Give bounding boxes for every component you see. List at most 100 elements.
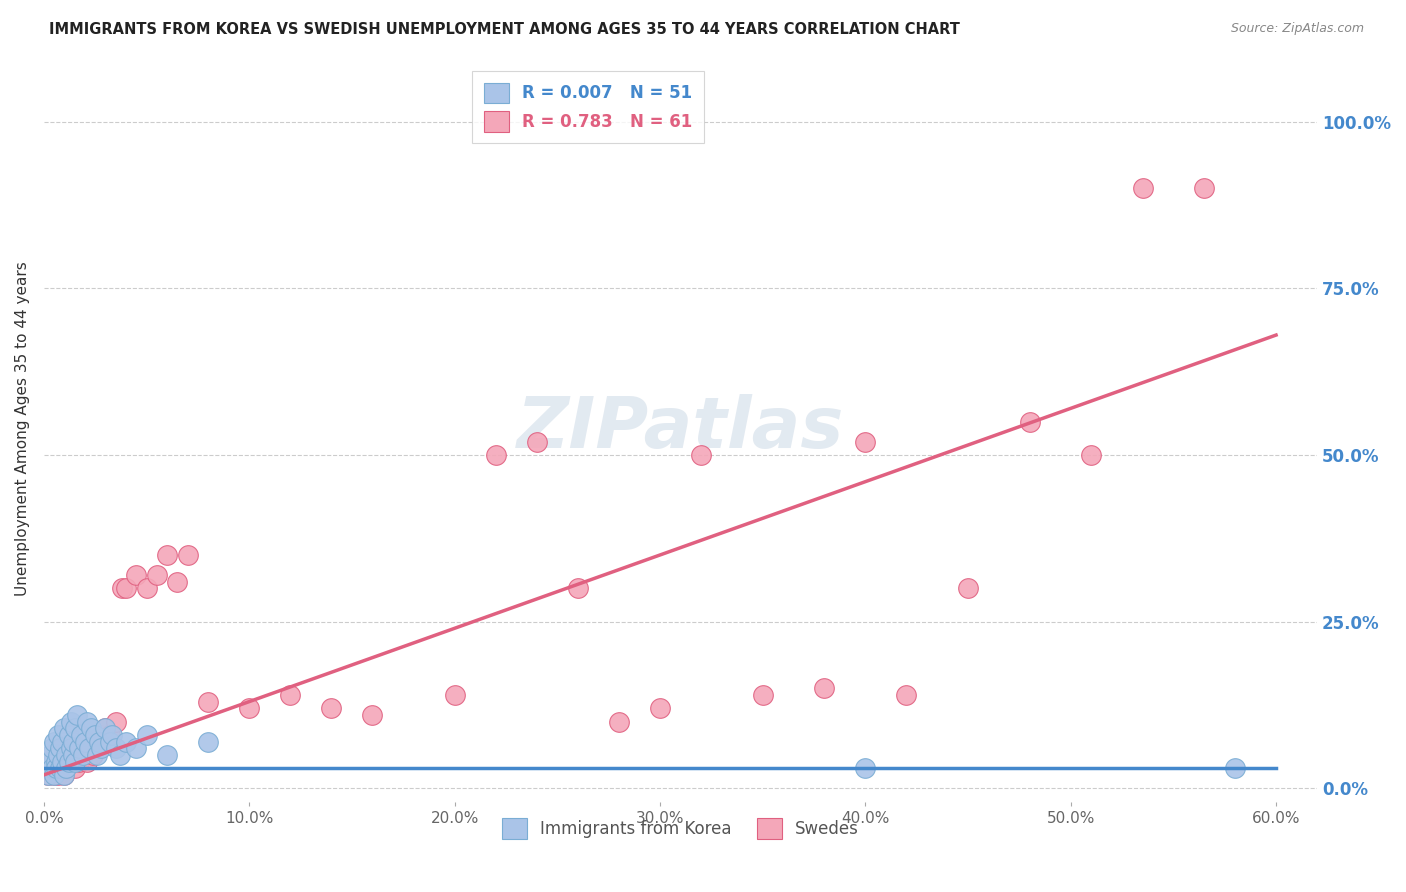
Point (648, 701, 671, 715)
Point (813, 681, 835, 696)
Point (45, 755, 67, 769)
Point (44, 768, 66, 782)
Point (278, 688, 301, 702)
Point (53, 768, 76, 782)
Point (55, 761, 77, 775)
Point (53, 721, 76, 735)
Point (39, 747, 62, 762)
Text: ZIPatlas: ZIPatlas (517, 394, 844, 463)
Point (135, 582, 157, 596)
Point (46, 755, 69, 769)
Point (115, 734, 138, 748)
Point (197, 695, 219, 709)
Point (94, 721, 117, 735)
Point (98, 734, 121, 748)
Point (156, 747, 179, 762)
Text: Source: ZipAtlas.com: Source: ZipAtlas.com (1230, 22, 1364, 36)
Point (86, 747, 108, 762)
Point (72, 747, 94, 762)
Point (51, 741, 73, 756)
Point (115, 582, 138, 596)
Point (49, 761, 72, 775)
Point (238, 701, 260, 715)
Point (98, 728, 121, 742)
Point (321, 701, 343, 715)
Point (41, 761, 63, 775)
Point (49, 761, 72, 775)
Point (135, 728, 157, 742)
Point (896, 688, 918, 702)
Point (67, 741, 90, 756)
Point (49, 741, 72, 756)
Point (51, 755, 73, 769)
Point (361, 707, 384, 722)
Point (1018, 415, 1040, 429)
Point (1192, 181, 1215, 195)
Point (84, 728, 107, 742)
Point (156, 548, 179, 562)
Point (63, 761, 86, 775)
Point (39, 755, 62, 769)
Point (104, 741, 127, 756)
Point (70, 741, 93, 756)
Point (45, 761, 67, 775)
Point (1223, 761, 1246, 775)
Point (90, 741, 112, 756)
Point (853, 434, 876, 449)
Legend: Immigrants from Korea, Swedes: Immigrants from Korea, Swedes (495, 812, 866, 846)
Point (46, 728, 69, 742)
Point (197, 734, 219, 748)
Y-axis label: Unemployment Among Ages 35 to 44 years: Unemployment Among Ages 35 to 44 years (15, 261, 30, 596)
Point (90, 728, 112, 742)
Point (1132, 181, 1154, 195)
Point (485, 448, 508, 462)
Point (63, 755, 86, 769)
Point (108, 747, 131, 762)
Point (44, 747, 66, 762)
Point (111, 582, 134, 596)
Point (751, 688, 773, 702)
Point (690, 448, 713, 462)
Point (1080, 448, 1102, 462)
Point (77, 741, 100, 756)
Point (89, 734, 111, 748)
Point (176, 548, 198, 562)
Point (77, 741, 100, 756)
Point (86, 734, 108, 748)
Point (58, 755, 80, 769)
Point (166, 574, 188, 589)
Point (76, 714, 98, 729)
Point (66, 707, 89, 722)
Point (55, 761, 77, 775)
Point (62, 741, 84, 756)
Text: IMMIGRANTS FROM KOREA VS SWEDISH UNEMPLOYMENT AMONG AGES 35 TO 44 YEARS CORRELAT: IMMIGRANTS FROM KOREA VS SWEDISH UNEMPLO… (49, 22, 960, 37)
Point (62, 747, 84, 762)
Point (59, 755, 82, 769)
Point (125, 568, 148, 582)
Point (125, 741, 148, 756)
Point (53, 768, 76, 782)
Point (37, 768, 59, 782)
Point (526, 434, 548, 449)
Point (443, 688, 465, 702)
Point (41, 761, 63, 775)
Point (80, 721, 103, 735)
Point (55, 747, 77, 762)
Point (45, 761, 67, 775)
Point (53, 755, 76, 769)
Point (46, 747, 69, 762)
Point (82, 747, 104, 762)
Point (44, 734, 66, 748)
Point (63, 721, 86, 735)
Point (37, 768, 59, 782)
Point (35, 761, 58, 775)
Point (51, 734, 73, 748)
Point (76, 755, 98, 769)
Point (46, 768, 69, 782)
Point (853, 761, 876, 775)
Point (73, 734, 96, 748)
Point (956, 582, 979, 596)
Point (94, 721, 117, 735)
Point (104, 714, 127, 729)
Point (58, 728, 80, 742)
